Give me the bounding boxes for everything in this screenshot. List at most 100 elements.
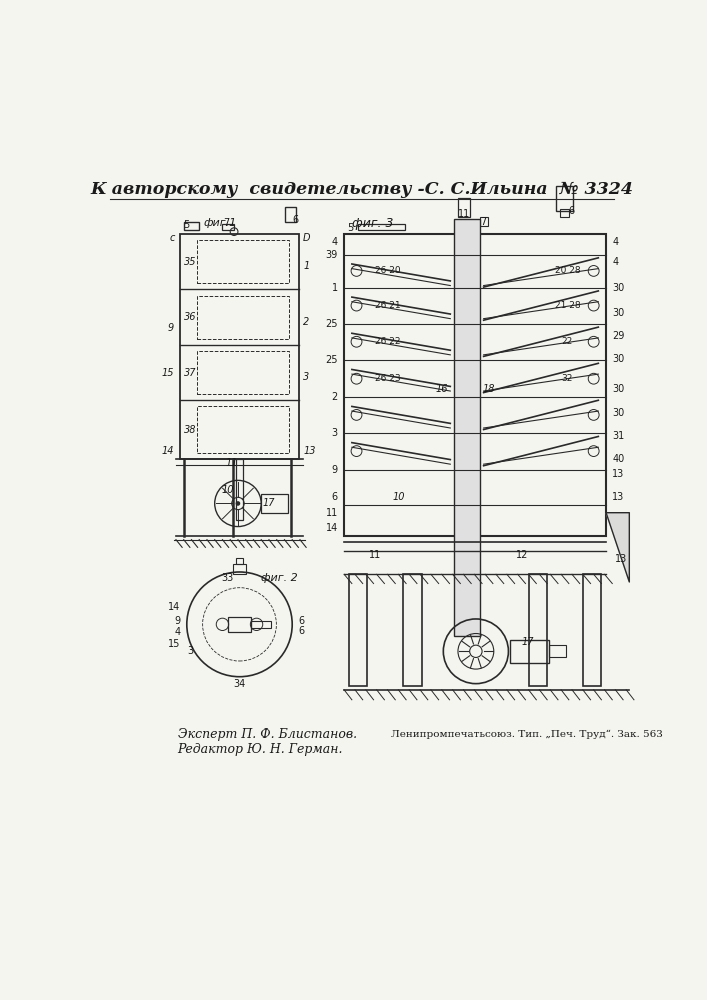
Text: 13: 13 <box>303 446 315 456</box>
Bar <box>197 351 289 394</box>
Text: 6: 6 <box>298 626 305 636</box>
Text: 30: 30 <box>612 408 624 418</box>
Text: 18: 18 <box>483 384 496 394</box>
Bar <box>180 234 299 459</box>
Bar <box>235 459 243 520</box>
Text: 15: 15 <box>161 368 174 378</box>
Bar <box>529 574 547 686</box>
Text: 29: 29 <box>612 331 625 341</box>
Text: 4: 4 <box>612 257 619 267</box>
Polygon shape <box>606 513 629 582</box>
Text: 17: 17 <box>263 498 275 508</box>
Text: 21 28: 21 28 <box>554 301 580 310</box>
Text: 13: 13 <box>612 492 624 502</box>
Text: 9: 9 <box>332 465 338 475</box>
Text: 6: 6 <box>292 215 298 225</box>
Text: 11: 11 <box>326 508 338 518</box>
Text: 39: 39 <box>326 250 338 260</box>
Text: 26 21: 26 21 <box>375 301 401 310</box>
Text: 37: 37 <box>184 368 196 378</box>
Text: 15: 15 <box>168 639 180 649</box>
Bar <box>403 574 421 686</box>
Text: 16: 16 <box>436 384 448 394</box>
Bar <box>197 406 289 453</box>
Text: 3: 3 <box>332 428 338 438</box>
Text: 31: 31 <box>612 431 624 441</box>
Text: 2: 2 <box>303 317 309 327</box>
Text: 26 20: 26 20 <box>375 266 401 275</box>
Text: 38: 38 <box>184 425 196 435</box>
Text: 14: 14 <box>161 446 174 456</box>
Text: 7: 7 <box>481 217 486 227</box>
Text: 34: 34 <box>233 679 245 689</box>
Bar <box>197 296 289 339</box>
Text: 4: 4 <box>612 237 619 247</box>
Text: 13: 13 <box>616 554 628 564</box>
Text: 12: 12 <box>516 550 529 560</box>
Text: 14: 14 <box>168 602 180 612</box>
Text: 11: 11 <box>369 550 381 560</box>
Text: 6: 6 <box>298 615 305 626</box>
Bar <box>251 620 271 628</box>
Text: c: c <box>170 233 175 243</box>
Text: 30: 30 <box>612 283 624 293</box>
Bar <box>349 574 368 686</box>
Text: 26 23: 26 23 <box>375 374 401 383</box>
Text: 11: 11 <box>458 209 470 219</box>
Text: 2: 2 <box>332 392 338 402</box>
Text: 25: 25 <box>325 355 338 365</box>
Bar <box>358 224 404 230</box>
Text: 9: 9 <box>168 323 174 333</box>
Bar <box>344 234 606 536</box>
Text: 11: 11 <box>226 458 238 468</box>
Bar <box>285 207 296 222</box>
Text: 32: 32 <box>561 374 573 383</box>
Bar <box>458 198 470 217</box>
Text: 4: 4 <box>332 237 338 247</box>
Text: Редактор Ю. Н. Герман.: Редактор Ю. Н. Герман. <box>177 743 343 756</box>
Bar <box>233 564 246 574</box>
Bar <box>236 558 243 564</box>
Text: 7: 7 <box>223 218 230 228</box>
Text: 40: 40 <box>612 454 624 464</box>
Text: 17: 17 <box>522 637 534 647</box>
Text: 1: 1 <box>303 261 309 271</box>
Bar <box>197 240 289 283</box>
Text: 36: 36 <box>184 312 196 322</box>
Text: 4: 4 <box>175 627 180 637</box>
Text: 6: 6 <box>332 492 338 502</box>
Text: 6: 6 <box>568 206 574 216</box>
Text: 33: 33 <box>222 573 234 583</box>
Bar <box>223 224 234 230</box>
Bar <box>549 645 566 657</box>
Text: Эксперт П. Ф. Блистанов.: Эксперт П. Ф. Блистанов. <box>177 728 356 741</box>
Text: 35: 35 <box>184 257 196 267</box>
Text: 13: 13 <box>612 469 624 479</box>
Text: Ленипромпечатьсоюз. Тип. „Печ. Труд“. Зак. 563: Ленипромпечатьсоюз. Тип. „Печ. Труд“. За… <box>391 730 662 739</box>
Bar <box>510 640 549 663</box>
Bar <box>228 617 251 632</box>
Bar <box>184 222 199 230</box>
Text: 9: 9 <box>175 615 180 626</box>
Bar <box>261 494 288 513</box>
Bar <box>559 209 569 217</box>
Text: 10: 10 <box>221 485 234 495</box>
Text: фиг.1: фиг.1 <box>203 218 236 228</box>
Text: 30: 30 <box>612 354 624 364</box>
Bar <box>480 217 488 226</box>
Text: 5: 5 <box>347 223 354 233</box>
Text: 10: 10 <box>393 492 405 502</box>
Circle shape <box>235 501 240 506</box>
Text: 26 22: 26 22 <box>375 337 401 346</box>
Text: фиг. 2: фиг. 2 <box>261 573 298 583</box>
Bar <box>583 574 602 686</box>
Text: 20 28: 20 28 <box>554 266 580 275</box>
Text: 3: 3 <box>187 646 194 656</box>
Text: 22: 22 <box>561 337 573 346</box>
Text: 25: 25 <box>325 319 338 329</box>
Text: фиг. 3: фиг. 3 <box>352 217 393 230</box>
Text: К авторскому  свидетельству -С. С.Ильина  № 3324: К авторскому свидетельству -С. С.Ильина … <box>90 181 633 198</box>
Text: 30: 30 <box>612 384 624 394</box>
Text: D: D <box>303 233 310 243</box>
Text: 3: 3 <box>303 372 309 382</box>
